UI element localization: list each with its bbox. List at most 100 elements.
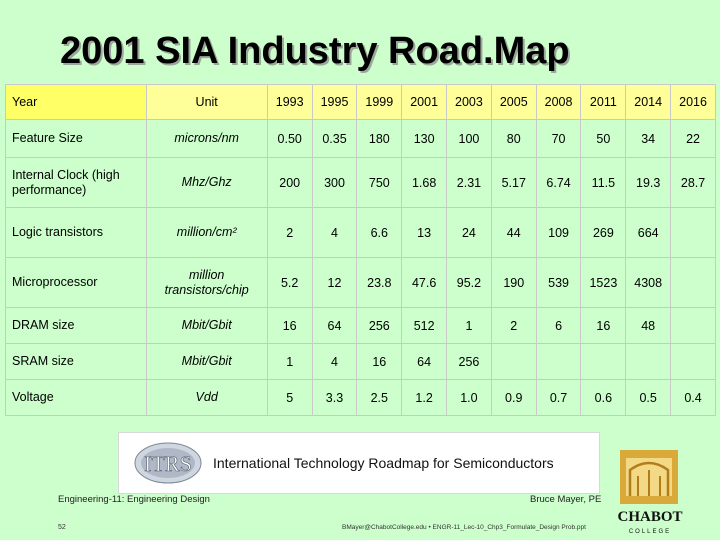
row-label: Voltage: [5, 379, 147, 416]
row-value: 4: [311, 207, 358, 258]
row-label: Microprocessor: [5, 257, 147, 308]
row-label: DRAM size: [5, 307, 147, 344]
row-value: [625, 343, 672, 380]
row-value: 64: [311, 307, 358, 344]
row-value: 6.6: [356, 207, 403, 258]
row-value: 130: [401, 119, 448, 158]
row-value: 0.5: [625, 379, 672, 416]
row-value: 1: [266, 343, 313, 380]
row-value: 190: [490, 257, 537, 308]
row-value: 47.6: [401, 257, 448, 308]
header-year-2003: 2003: [446, 84, 492, 120]
row-value: [580, 343, 627, 380]
table-row: Internal Clock (high performance) Mhz/Ghz…: [5, 157, 716, 208]
row-value: 70: [535, 119, 582, 158]
row-unit: Mhz/Ghz: [145, 157, 268, 208]
row-label: Internal Clock (high performance): [5, 157, 147, 208]
row-unit: Mbit/Gbit: [145, 307, 268, 344]
header-unit-label: Unit: [145, 84, 268, 120]
header-year-2011: 2011: [580, 84, 627, 120]
header-year-2005: 2005: [490, 84, 537, 120]
row-value: 539: [535, 257, 582, 308]
row-value: [535, 343, 582, 380]
header-year-2008: 2008: [535, 84, 582, 120]
row-value: 512: [401, 307, 448, 344]
row-value: 34: [625, 119, 672, 158]
row-value: 64: [401, 343, 448, 380]
row-value: 5: [266, 379, 313, 416]
row-value: 4: [311, 343, 358, 380]
row-value: 0.4: [670, 379, 716, 416]
row-value: [670, 207, 716, 258]
itrs-full-name: International Technology Roadmap for Sem…: [213, 455, 554, 471]
row-value: 1.2: [401, 379, 448, 416]
row-value: 750: [356, 157, 403, 208]
row-value: 664: [625, 207, 672, 258]
row-unit: Vdd: [145, 379, 268, 416]
row-value: 16: [580, 307, 627, 344]
course-footer: Engineering-11: Engineering Design: [58, 494, 210, 505]
row-label: SRAM size: [5, 343, 147, 380]
row-value: 100: [446, 119, 492, 158]
row-label: Logic transistors: [5, 207, 147, 258]
row-value: 2.5: [356, 379, 403, 416]
row-value: 0.7: [535, 379, 582, 416]
row-value: 3.3: [311, 379, 358, 416]
row-value: 109: [535, 207, 582, 258]
row-value: 12: [311, 257, 358, 308]
header-year-2014: 2014: [625, 84, 672, 120]
roadmap-table: Year Unit 1993 1995 1999 2001 2003 2005 2008 2011…: [5, 84, 716, 416]
itrs-logo: ITRS International Technology Roadmap fo…: [118, 432, 600, 494]
row-unit: microns/nm: [145, 119, 268, 158]
row-unit: million/cm²: [145, 207, 268, 258]
row-value: 4308: [625, 257, 672, 308]
author-footer: Bruce Mayer, PE: [530, 494, 602, 505]
row-value: 44: [490, 207, 537, 258]
page-number: 52: [58, 524, 66, 531]
row-label: Feature Size: [5, 119, 147, 158]
row-value: 256: [356, 307, 403, 344]
row-value: 256: [446, 343, 492, 380]
row-value: 5.2: [266, 257, 313, 308]
row-value: 19.3: [625, 157, 672, 208]
row-value: 200: [266, 157, 313, 208]
row-value: 16: [356, 343, 403, 380]
row-value: 23.8: [356, 257, 403, 308]
row-value: 48: [625, 307, 672, 344]
table-row: DRAM size Mbit/Gbit 16 64 256 512 1 2 6 16 48: [5, 307, 716, 344]
row-value: 24: [446, 207, 492, 258]
row-value: 16: [266, 307, 313, 344]
row-unit: Mbit/Gbit: [145, 343, 268, 380]
slide-title: 2001 SIA Industry Road.Map: [60, 30, 570, 72]
table-row: SRAM size Mbit/Gbit 1 4 16 64 256: [5, 343, 716, 380]
row-value: 2: [490, 307, 537, 344]
table-row: Voltage Vdd 5 3.3 2.5 1.2 1.0 0.9 0.7 0.6 0.5 0.4: [5, 379, 716, 416]
row-value: 80: [490, 119, 537, 158]
header-year-1993: 1993: [266, 84, 313, 120]
header-year-label: Year: [5, 84, 147, 120]
row-value: 13: [401, 207, 448, 258]
row-value: 1: [446, 307, 492, 344]
header-year-1995: 1995: [311, 84, 358, 120]
table-row: Logic transistors million/cm² 2 4 6.6 13 24 44 1…: [5, 207, 716, 258]
row-value: 269: [580, 207, 627, 258]
row-value: 5.17: [490, 157, 537, 208]
row-value: [670, 257, 716, 308]
row-value: 2.31: [446, 157, 492, 208]
row-value: 2: [266, 207, 313, 258]
row-value: 22: [670, 119, 716, 158]
college-name: CHABOT: [617, 509, 682, 525]
header-year-2016: 2016: [670, 84, 716, 120]
row-value: 0.50: [266, 119, 313, 158]
table-row: Microprocessor million transistors/chip 5.…: [5, 257, 716, 308]
college-subtitle: COLLEGE: [629, 529, 671, 535]
email-footer: BMayer@ChabotCollege.edu • ENGR-11_Lec-1…: [342, 524, 586, 531]
row-value: 95.2: [446, 257, 492, 308]
row-value: [670, 307, 716, 344]
row-value: [670, 343, 716, 380]
row-value: [490, 343, 537, 380]
row-value: 1523: [580, 257, 627, 308]
row-value: 1.0: [446, 379, 492, 416]
itrs-acronym: ITRS: [144, 451, 192, 476]
row-unit: million transistors/chip: [145, 257, 268, 308]
